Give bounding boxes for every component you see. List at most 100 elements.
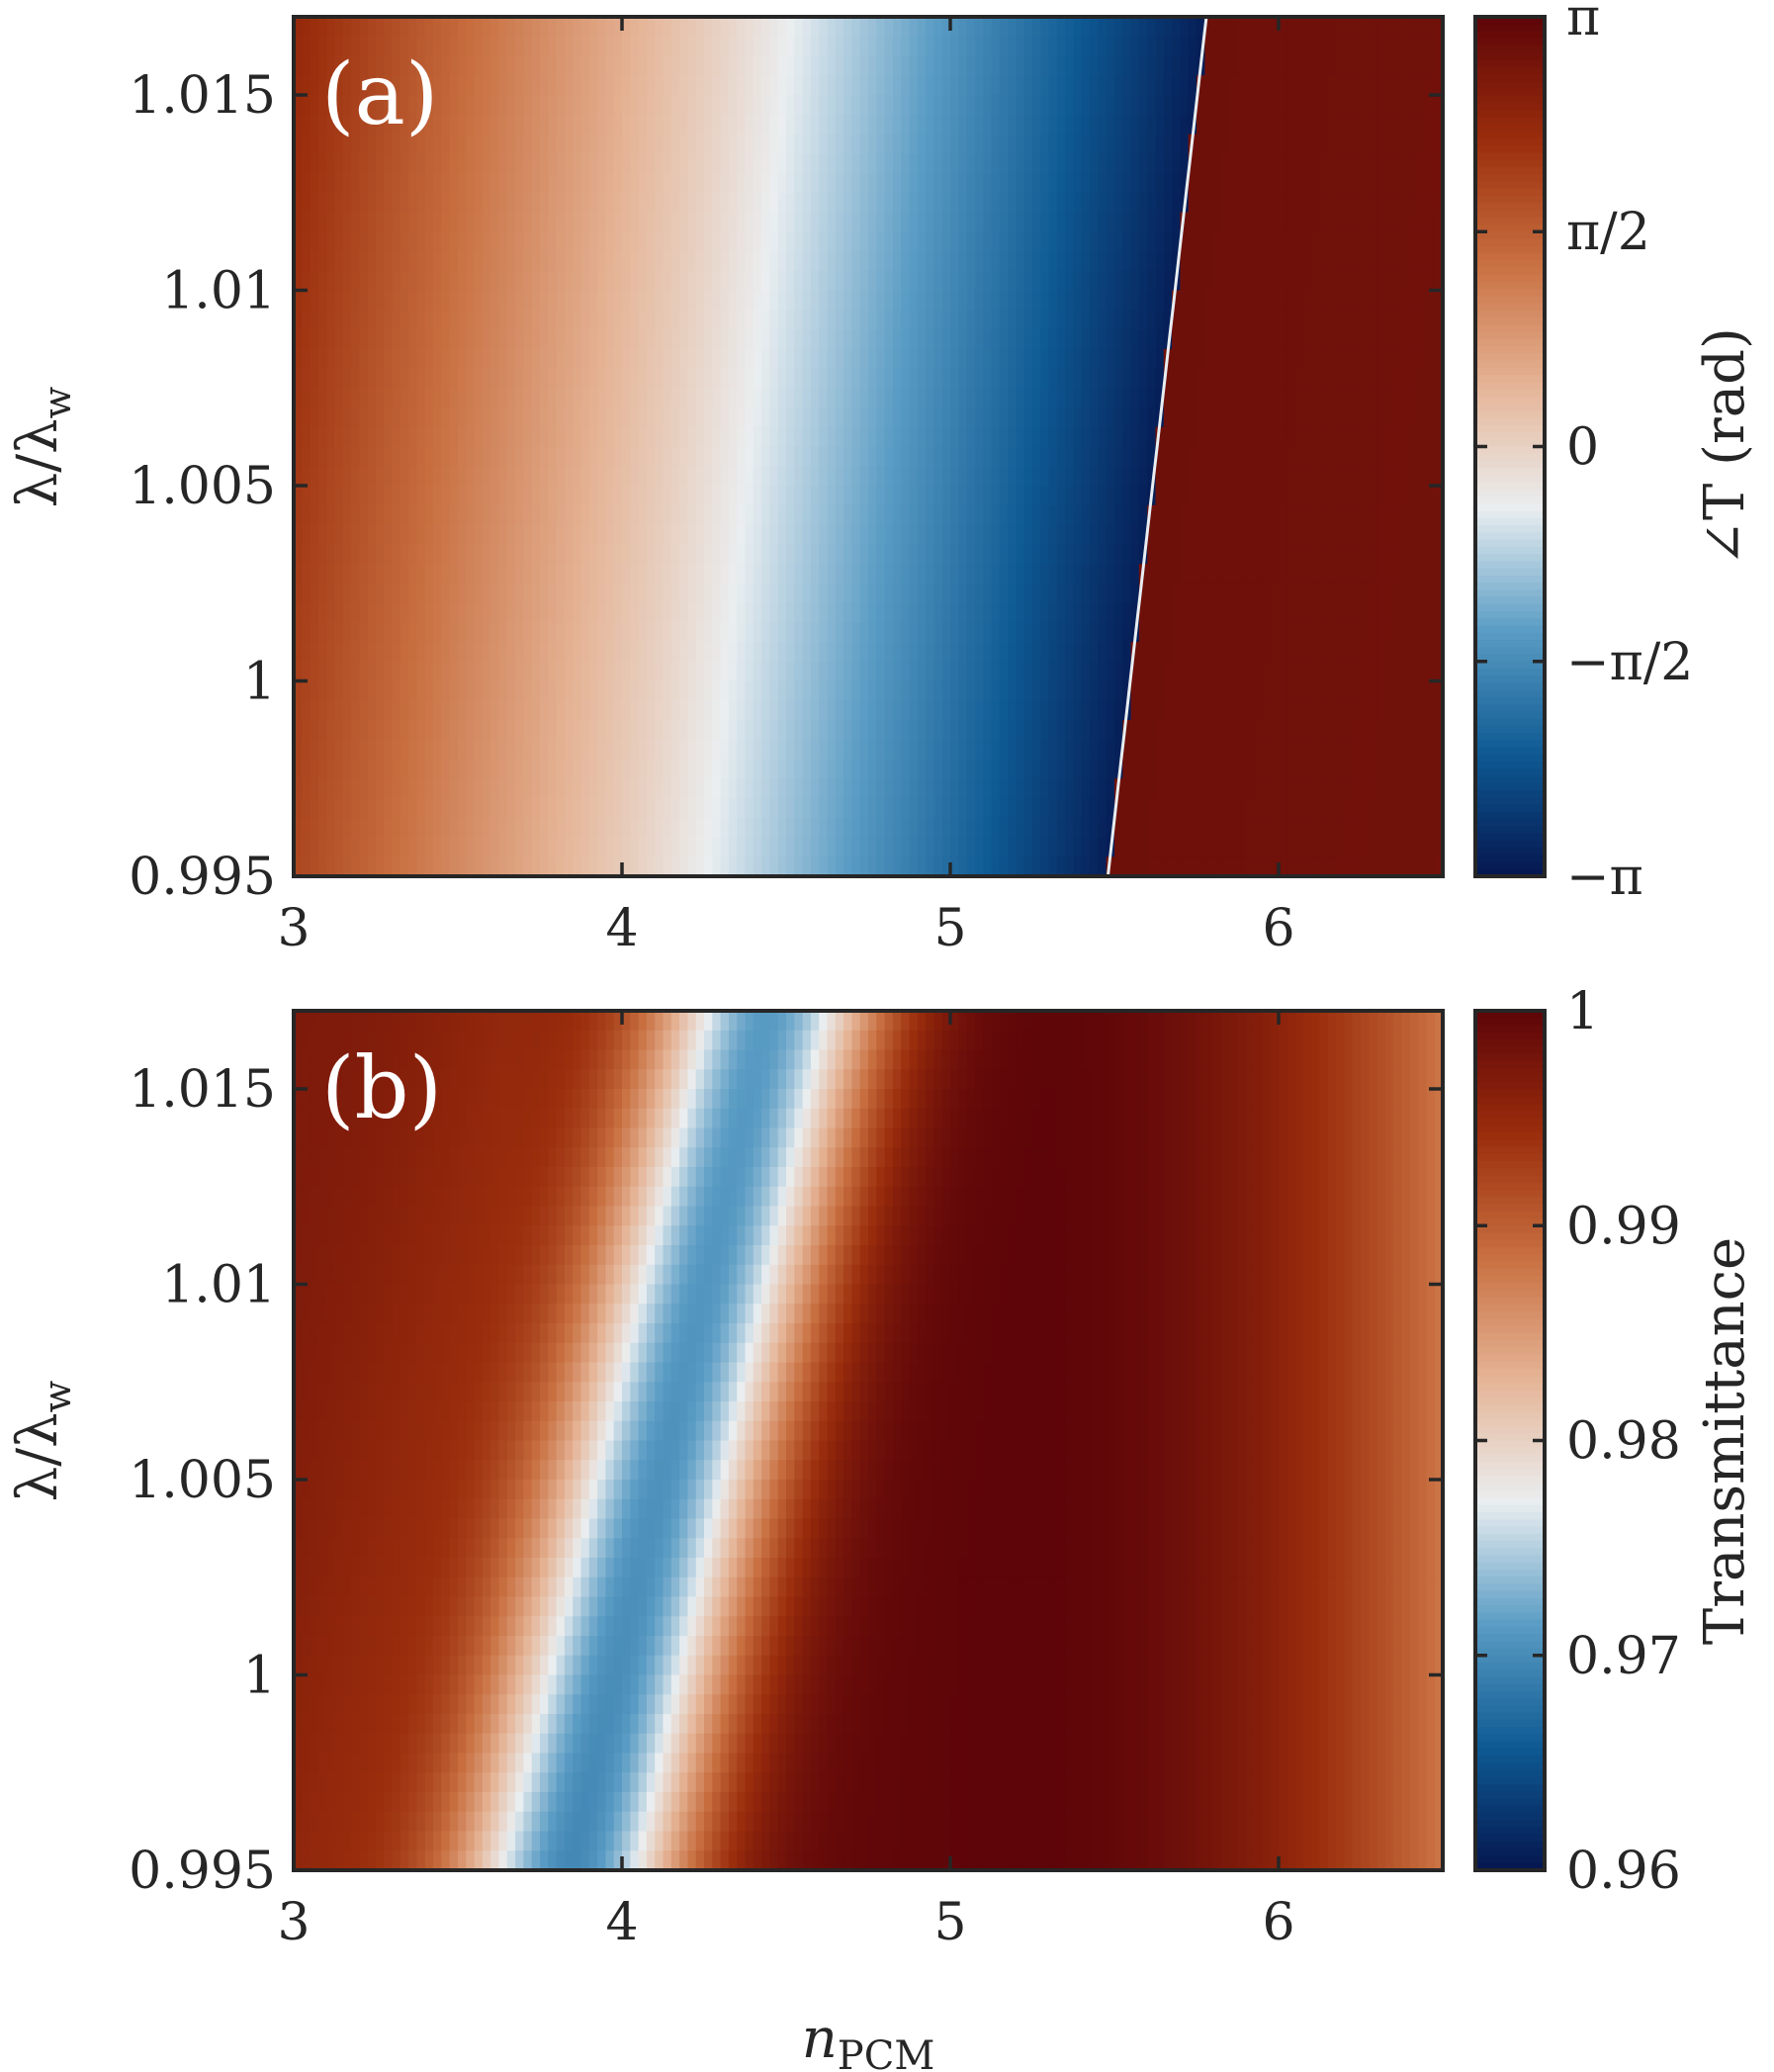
heatmap-cell <box>917 270 927 292</box>
heatmap-cell <box>597 55 607 77</box>
heatmap-cell <box>376 231 386 252</box>
heatmap-cell <box>876 55 886 77</box>
heatmap-cell <box>1056 231 1066 252</box>
heatmap-cell <box>1081 310 1091 330</box>
heatmap-cell <box>670 348 680 370</box>
heatmap-cell <box>1279 153 1288 174</box>
heatmap-cell <box>1138 95 1148 116</box>
heatmap-cell <box>720 192 730 214</box>
heatmap-cell <box>449 36 459 57</box>
heatmap-cell <box>1008 466 1018 487</box>
heatmap-cell <box>351 75 361 96</box>
heatmap-cell <box>1270 55 1280 77</box>
heatmap-cell <box>859 602 869 624</box>
heatmap-cell <box>638 680 648 702</box>
heatmap-cell <box>843 564 853 585</box>
heatmap-cell <box>926 524 935 546</box>
heatmap-cell <box>433 407 443 428</box>
heatmap-cell <box>704 251 714 272</box>
heatmap-cell <box>1279 407 1288 428</box>
heatmap-cell <box>548 564 558 585</box>
heatmap-cell <box>1286 290 1296 312</box>
heatmap-cell <box>1081 524 1091 546</box>
heatmap-cell <box>317 622 327 643</box>
heatmap-cell <box>1336 310 1346 330</box>
heatmap-cell <box>851 622 861 643</box>
heatmap-cell <box>548 680 558 702</box>
heatmap-cell <box>342 348 352 370</box>
heatmap-cell <box>1180 426 1190 448</box>
heatmap-cell <box>670 251 680 272</box>
heatmap-cell <box>1138 290 1148 312</box>
heatmap-cell <box>876 212 886 233</box>
heatmap-cell <box>334 95 344 116</box>
heatmap-cell <box>876 504 886 526</box>
heatmap-cell <box>712 212 722 233</box>
heatmap-cell <box>466 17 476 38</box>
heatmap-cell <box>367 466 377 487</box>
heatmap-cell <box>1237 446 1247 468</box>
heatmap-cell <box>1130 388 1140 408</box>
heatmap-cell <box>950 290 960 312</box>
heatmap-cell <box>1262 602 1272 624</box>
heatmap-cell <box>1056 466 1066 487</box>
heatmap-cell <box>663 388 672 408</box>
heatmap-cell <box>933 583 943 604</box>
heatmap-cell <box>737 310 747 330</box>
heatmap-cell <box>376 544 386 565</box>
heatmap-cell <box>1180 348 1190 370</box>
heatmap-cell <box>424 486 434 506</box>
heatmap-cell <box>384 153 394 174</box>
heatmap-cell <box>622 661 632 682</box>
heatmap-cell <box>605 212 615 233</box>
heatmap-cell <box>1065 348 1075 370</box>
heatmap-cell <box>1393 231 1403 252</box>
heatmap-cell <box>1056 114 1066 135</box>
heatmap-cell <box>482 426 491 448</box>
heatmap-cell <box>901 114 911 135</box>
heatmap-cell <box>991 446 1001 468</box>
heatmap-cell <box>506 583 516 604</box>
heatmap-cell <box>827 231 837 252</box>
heatmap-cell <box>802 642 812 663</box>
heatmap-cell <box>540 524 550 546</box>
heatmap-cell <box>901 173 911 194</box>
heatmap-cell <box>1180 583 1190 604</box>
heatmap-cell <box>1090 75 1100 96</box>
heatmap-cell <box>933 17 943 38</box>
heatmap-cell <box>458 173 468 194</box>
heatmap-cell <box>1245 622 1255 643</box>
heatmap-cell <box>1294 524 1304 546</box>
heatmap-cell <box>1426 95 1436 116</box>
heatmap-cell <box>1023 212 1033 233</box>
heatmap-cell <box>1319 446 1329 468</box>
heatmap-cell <box>506 75 516 96</box>
heatmap-cell <box>819 270 829 292</box>
heatmap-cell <box>655 564 665 585</box>
heatmap-cell <box>466 466 476 487</box>
heatmap-cell <box>310 504 319 526</box>
heatmap-cell <box>1286 486 1296 506</box>
heatmap-cell <box>991 329 1001 350</box>
heatmap-cell <box>687 153 697 174</box>
heatmap-cell <box>1401 114 1411 135</box>
heatmap-cell <box>1311 504 1321 526</box>
heatmap-cell <box>1361 486 1371 506</box>
heatmap-cell <box>310 192 319 214</box>
heatmap-cell <box>1311 134 1321 155</box>
heatmap-cell <box>810 466 820 487</box>
heatmap-cell <box>1270 642 1280 663</box>
heatmap-cell <box>523 348 533 370</box>
heatmap-cell <box>999 602 1009 624</box>
heatmap-cell <box>1138 680 1148 702</box>
heatmap-cell <box>466 368 476 390</box>
heatmap-cell <box>531 544 541 565</box>
heatmap-cell <box>1106 466 1115 487</box>
heatmap-cell <box>966 466 976 487</box>
heatmap-cell <box>416 134 426 155</box>
heatmap-cell <box>1294 212 1304 233</box>
heatmap-cell <box>317 368 327 390</box>
heatmap-cell <box>1122 622 1132 643</box>
heatmap-cell <box>1229 564 1239 585</box>
heatmap-cell <box>613 17 623 38</box>
